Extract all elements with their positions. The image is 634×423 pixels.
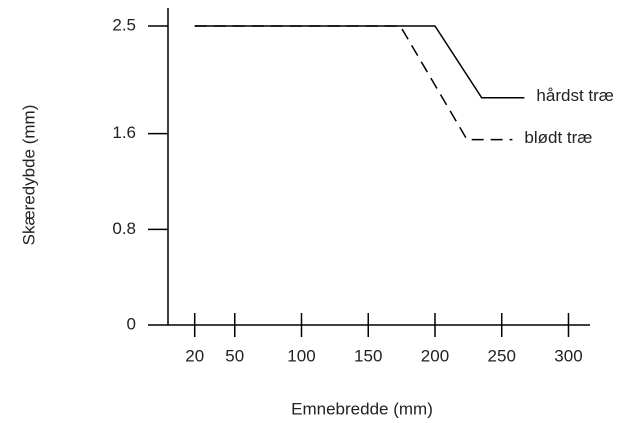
line [194, 25, 525, 99]
y-tick-label: 0 [127, 314, 136, 333]
x-axis-label: Emnebredde (mm) [291, 399, 433, 418]
x-tick-label: 150 [354, 346, 382, 365]
x-tick-label: 20 [185, 346, 204, 365]
x-tick-label: 100 [287, 346, 315, 365]
x-tick-label: 200 [421, 346, 449, 365]
x-tick-label: 300 [554, 346, 582, 365]
y-axis-label: Skæredybde (mm) [19, 105, 38, 246]
x-tick-label: 250 [488, 346, 516, 365]
y-tick-label: 0.8 [112, 219, 136, 238]
y-tick-label: 2.5 [112, 15, 136, 34]
legend-label: hårdst træ [536, 86, 613, 105]
legend-label: blødt træ [524, 128, 592, 147]
x-tick-label: 50 [225, 346, 244, 365]
y-tick-label: 1.6 [112, 123, 136, 142]
line [194, 25, 513, 141]
